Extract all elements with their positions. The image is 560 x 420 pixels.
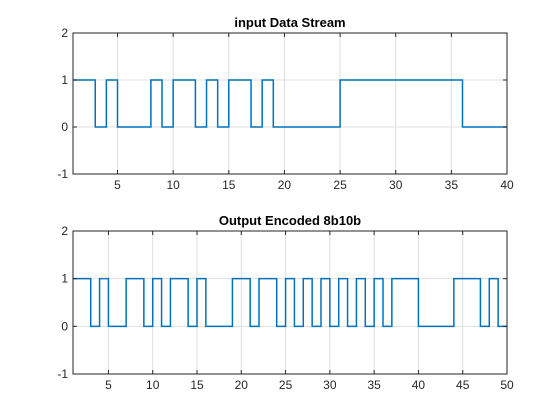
data-stream-series [73,277,507,328]
x-tick-label: 40 [500,178,514,192]
x-tick-label: 20 [235,378,249,392]
x-tick-label: 15 [222,178,236,192]
y-tick-label: 1 [61,73,68,87]
y-tick-label: -1 [57,167,68,181]
x-tick-label: 40 [412,378,426,392]
chart-title: Output Encoded 8b10b [219,213,361,228]
chart-title: input Data Stream [234,15,345,30]
x-tick-label: 20 [278,178,292,192]
x-tick-label: 25 [333,178,347,192]
input-data-stream-plot: 5 10 15 20 25 30 35 40 -1 0 1 2 input Data Stream [57,15,514,192]
y-tick-label: 2 [61,26,68,40]
x-tick-label: 10 [166,178,180,192]
y-tick-label: -1 [57,367,68,381]
x-tick-label: 5 [114,178,121,192]
axes-box [72,230,508,375]
x-tick-label: 5 [105,378,112,392]
x-tick-label: 50 [500,378,514,392]
y-tick-label: 2 [61,224,68,238]
x-tick-label: 35 [445,178,459,192]
axes-background [73,33,507,174]
data-stream-series [73,79,507,128]
x-tick-label: 15 [190,378,204,392]
y-tick-label: 0 [61,319,68,333]
x-tick-label: 30 [323,378,337,392]
x-tick-label: 25 [279,378,293,392]
y-tick-label: 1 [61,272,68,286]
x-tick-label: 10 [146,378,160,392]
x-tick-label: 30 [389,178,403,192]
output-encoded-plot: 5 10 15 20 25 30 35 40 45 50 -1 0 1 2 Output Encoded 8… [57,213,514,392]
axes-box [72,32,508,175]
y-tick-label: 0 [61,120,68,134]
x-tick-label: 35 [367,378,381,392]
axes-background [73,231,507,374]
x-tick-label: 45 [456,378,470,392]
